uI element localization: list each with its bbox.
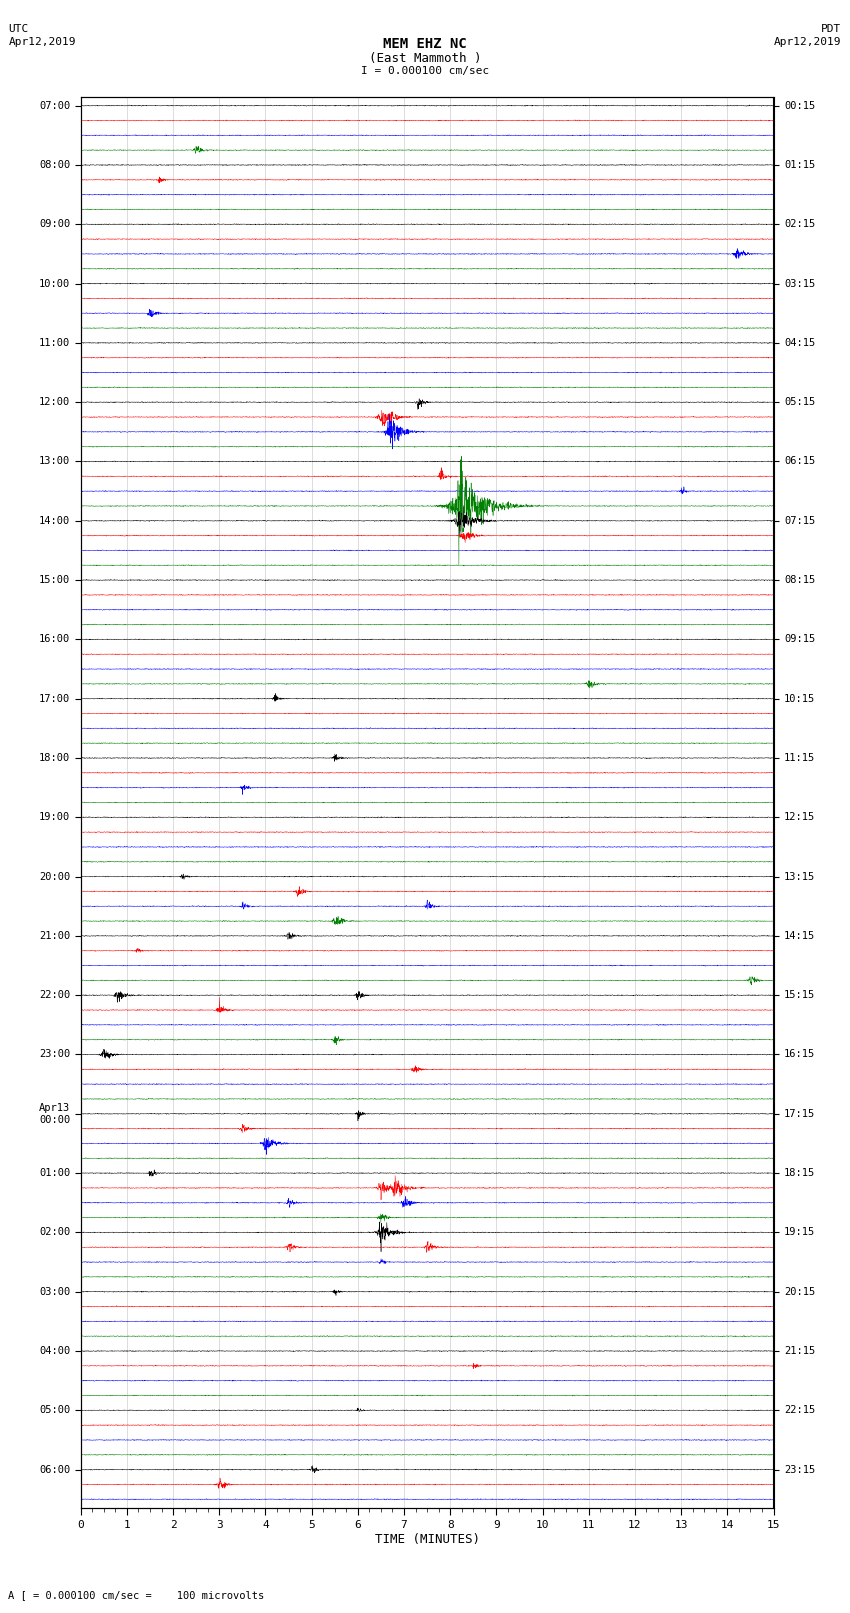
Text: Apr12,2019: Apr12,2019 <box>774 37 842 47</box>
X-axis label: TIME (MINUTES): TIME (MINUTES) <box>375 1532 479 1545</box>
Text: MEM EHZ NC: MEM EHZ NC <box>383 37 467 52</box>
Text: A [ = 0.000100 cm/sec =    100 microvolts: A [ = 0.000100 cm/sec = 100 microvolts <box>8 1590 264 1600</box>
Text: I = 0.000100 cm/sec: I = 0.000100 cm/sec <box>361 66 489 76</box>
Text: PDT: PDT <box>821 24 842 34</box>
Text: (East Mammoth ): (East Mammoth ) <box>369 52 481 65</box>
Text: UTC: UTC <box>8 24 29 34</box>
Text: Apr12,2019: Apr12,2019 <box>8 37 76 47</box>
